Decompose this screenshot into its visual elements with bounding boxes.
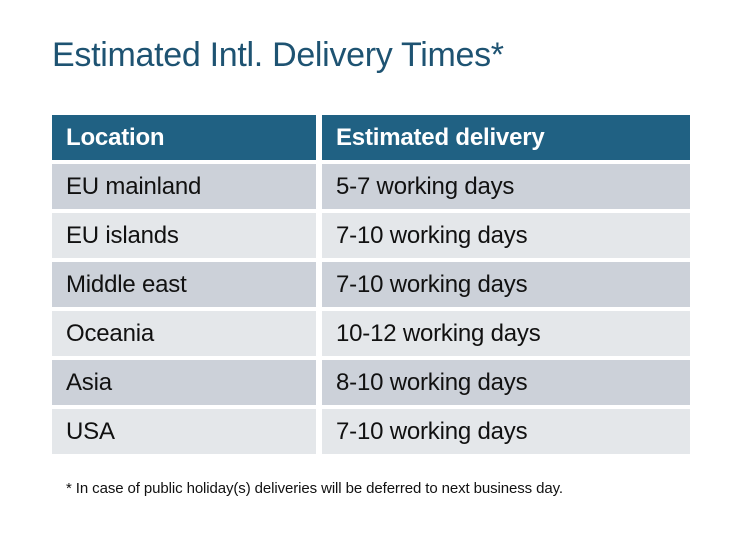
column-header-estimated-delivery: Estimated delivery [322, 115, 690, 160]
table-row: Asia 8-10 working days [52, 360, 690, 405]
column-divider [316, 409, 322, 454]
column-divider [316, 213, 322, 258]
cell-delivery: 8-10 working days [322, 360, 690, 405]
cell-location: USA [52, 409, 316, 454]
column-divider [316, 311, 322, 356]
cell-delivery: 7-10 working days [322, 213, 690, 258]
table-header-row: Location Estimated delivery [52, 115, 690, 160]
cell-location: Oceania [52, 311, 316, 356]
cell-delivery: 7-10 working days [322, 409, 690, 454]
table-row: EU mainland 5-7 working days [52, 164, 690, 209]
cell-location: Middle east [52, 262, 316, 307]
delivery-times-table: Location Estimated delivery EU mainland … [52, 115, 690, 454]
cell-location: Asia [52, 360, 316, 405]
cell-location: EU mainland [52, 164, 316, 209]
table-row: EU islands 7-10 working days [52, 213, 690, 258]
table-row: Middle east 7-10 working days [52, 262, 690, 307]
table-row: Oceania 10-12 working days [52, 311, 690, 356]
column-divider [316, 115, 322, 160]
column-divider [316, 262, 322, 307]
table-row: USA 7-10 working days [52, 409, 690, 454]
column-divider [316, 360, 322, 405]
cell-delivery: 7-10 working days [322, 262, 690, 307]
cell-delivery: 10-12 working days [322, 311, 690, 356]
page-title: Estimated Intl. Delivery Times* [52, 36, 504, 74]
cell-location: EU islands [52, 213, 316, 258]
column-divider [316, 164, 322, 209]
footnote-text: * In case of public holiday(s) deliverie… [66, 480, 563, 497]
column-header-location: Location [52, 115, 316, 160]
cell-delivery: 5-7 working days [322, 164, 690, 209]
